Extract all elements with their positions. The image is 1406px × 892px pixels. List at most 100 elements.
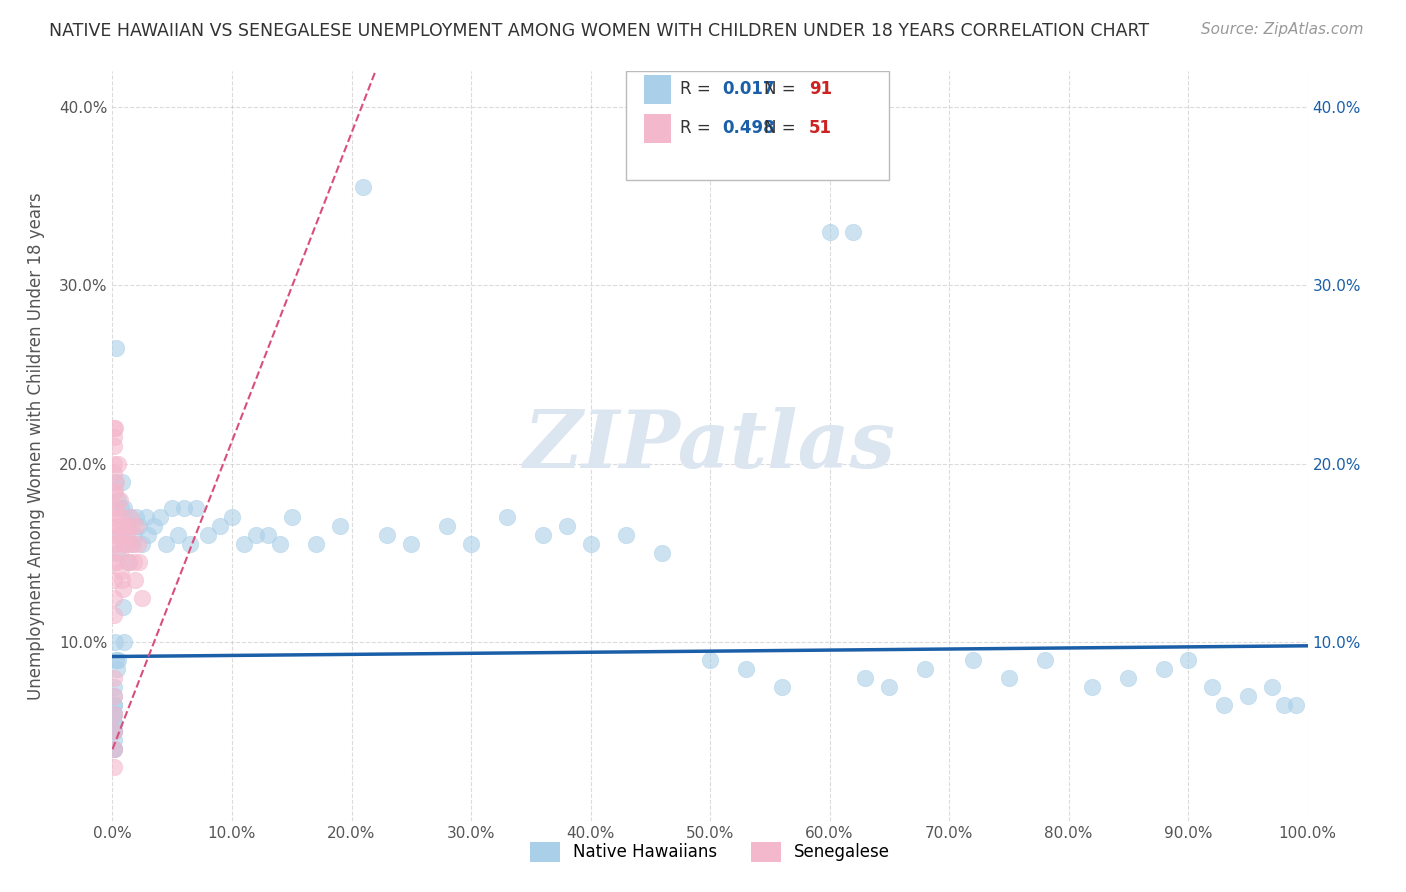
- Text: N =: N =: [763, 80, 800, 98]
- Point: [103, 680, 125, 694]
- Point: [117, 537, 139, 551]
- Point: [138, 528, 160, 542]
- Point: [103, 608, 125, 623]
- Point: [186, 501, 208, 516]
- Point: [233, 537, 256, 551]
- Point: [108, 528, 131, 542]
- Point: [103, 715, 125, 730]
- Point: [103, 439, 125, 453]
- Point: [103, 742, 125, 756]
- Point: [579, 537, 602, 551]
- Point: [103, 742, 125, 756]
- Point: [120, 510, 142, 524]
- Point: [103, 466, 125, 480]
- Point: [105, 341, 128, 355]
- Point: [103, 671, 125, 685]
- Point: [842, 225, 865, 239]
- Text: N =: N =: [763, 120, 800, 137]
- Point: [1177, 653, 1199, 667]
- Point: [1285, 698, 1308, 712]
- Point: [104, 475, 127, 489]
- Point: [121, 537, 143, 551]
- Point: [105, 528, 128, 542]
- Point: [818, 225, 841, 239]
- Point: [105, 662, 128, 676]
- Point: [105, 475, 128, 489]
- Text: 91: 91: [810, 80, 832, 98]
- Point: [269, 537, 291, 551]
- Point: [114, 635, 135, 649]
- Point: [111, 519, 134, 533]
- Point: [125, 510, 148, 524]
- Point: [103, 573, 125, 587]
- Point: [1033, 653, 1056, 667]
- Point: [103, 706, 125, 721]
- Point: [128, 555, 150, 569]
- Point: [1201, 680, 1223, 694]
- Point: [111, 573, 134, 587]
- Point: [436, 519, 458, 533]
- Point: [103, 715, 125, 730]
- FancyBboxPatch shape: [644, 75, 671, 103]
- Point: [1081, 680, 1104, 694]
- Point: [112, 582, 135, 596]
- Point: [352, 180, 374, 194]
- Point: [167, 528, 190, 542]
- Point: [329, 519, 352, 533]
- Point: [460, 537, 482, 551]
- Point: [143, 519, 166, 533]
- Point: [1118, 671, 1140, 685]
- Point: [103, 537, 125, 551]
- Point: [103, 689, 125, 703]
- Point: [108, 546, 131, 560]
- Point: [735, 662, 758, 676]
- Point: [108, 492, 131, 507]
- Point: [914, 662, 936, 676]
- Point: [155, 537, 177, 551]
- Point: [209, 519, 232, 533]
- Point: [107, 492, 129, 507]
- Point: [105, 501, 128, 516]
- Point: [103, 724, 125, 739]
- Point: [179, 537, 201, 551]
- Point: [103, 724, 125, 739]
- Point: [149, 510, 172, 524]
- Point: [122, 555, 145, 569]
- Point: [770, 680, 793, 694]
- Point: [162, 501, 183, 516]
- Point: [616, 528, 638, 542]
- Point: [114, 501, 135, 516]
- Point: [103, 457, 125, 471]
- Point: [555, 519, 578, 533]
- Point: [112, 599, 135, 614]
- FancyBboxPatch shape: [644, 114, 671, 143]
- Point: [110, 564, 132, 578]
- Text: NATIVE HAWAIIAN VS SENEGALESE UNEMPLOYMENT AMONG WOMEN WITH CHILDREN UNDER 18 YE: NATIVE HAWAIIAN VS SENEGALESE UNEMPLOYME…: [49, 22, 1149, 40]
- Point: [531, 528, 554, 542]
- Point: [121, 519, 143, 533]
- Point: [281, 510, 304, 524]
- Point: [104, 483, 127, 498]
- Point: [197, 528, 219, 542]
- Point: [103, 483, 125, 498]
- Text: 0.017: 0.017: [723, 80, 775, 98]
- Text: ZIPatlas: ZIPatlas: [524, 408, 896, 484]
- Point: [118, 555, 141, 569]
- Point: [103, 510, 125, 524]
- Point: [131, 591, 153, 605]
- Point: [221, 510, 243, 524]
- Y-axis label: Unemployment Among Women with Children Under 18 years: Unemployment Among Women with Children U…: [27, 192, 45, 700]
- Point: [103, 760, 125, 774]
- Point: [115, 528, 138, 542]
- Point: [651, 546, 673, 560]
- Text: R =: R =: [681, 80, 716, 98]
- Point: [377, 528, 399, 542]
- Point: [103, 698, 125, 712]
- Point: [131, 537, 153, 551]
- Point: [124, 573, 146, 587]
- Point: [103, 430, 125, 444]
- Point: [103, 591, 125, 605]
- Point: [104, 537, 127, 551]
- Legend: Native Hawaiians, Senegalese: Native Hawaiians, Senegalese: [523, 835, 897, 869]
- Point: [245, 528, 267, 542]
